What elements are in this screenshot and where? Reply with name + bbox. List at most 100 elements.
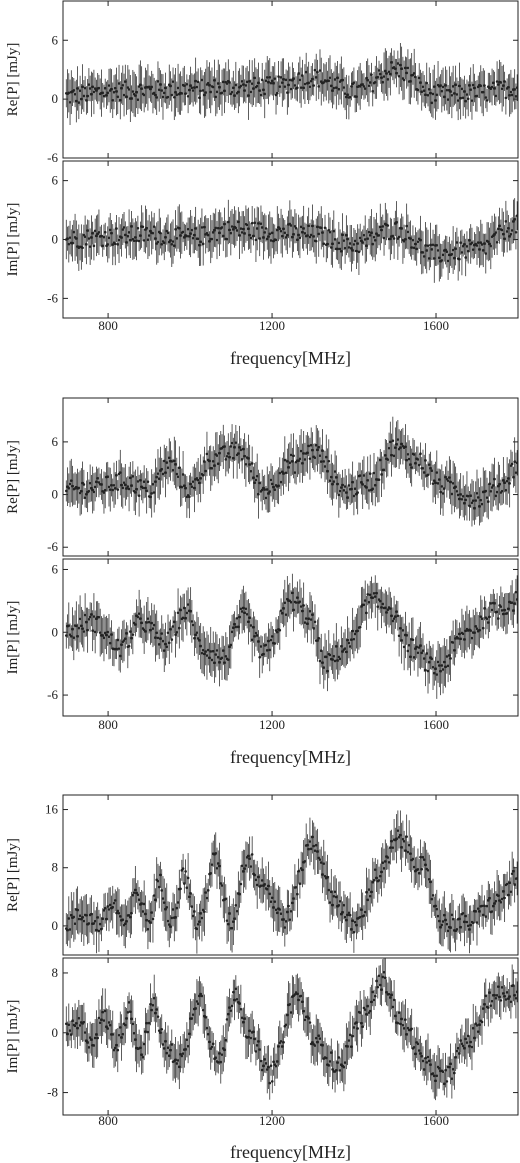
data-point bbox=[83, 235, 87, 239]
data-point bbox=[235, 229, 239, 232]
data-point bbox=[203, 910, 206, 913]
data-point bbox=[228, 912, 231, 915]
data-point bbox=[402, 645, 406, 649]
data-point bbox=[264, 79, 268, 82]
data-point bbox=[395, 610, 398, 613]
data-point bbox=[250, 82, 254, 85]
data-point bbox=[382, 867, 386, 870]
data-point bbox=[372, 235, 376, 239]
data-point bbox=[513, 994, 516, 997]
data-point bbox=[278, 85, 282, 88]
data-point bbox=[184, 616, 187, 620]
data-point bbox=[331, 903, 334, 907]
data-point bbox=[394, 67, 397, 70]
data-point bbox=[378, 874, 382, 878]
data-point bbox=[389, 846, 392, 849]
data-point bbox=[204, 469, 207, 473]
data-point bbox=[161, 639, 165, 643]
data-point bbox=[121, 1032, 125, 1036]
data-point bbox=[90, 1038, 93, 1041]
data-point bbox=[495, 80, 499, 83]
data-point bbox=[245, 612, 249, 616]
data-point bbox=[91, 231, 94, 235]
data-point bbox=[175, 472, 179, 476]
data-point bbox=[132, 1031, 136, 1035]
data-point bbox=[235, 997, 239, 1001]
data-point bbox=[483, 607, 486, 610]
data-point bbox=[140, 621, 143, 625]
data-point bbox=[66, 928, 69, 932]
data-point bbox=[322, 666, 326, 669]
data-point bbox=[454, 1055, 457, 1059]
data-point bbox=[88, 245, 92, 248]
data-point bbox=[410, 1027, 413, 1031]
data-point bbox=[399, 833, 402, 837]
data-point bbox=[470, 241, 474, 244]
data-point bbox=[259, 645, 263, 648]
data-point bbox=[329, 890, 333, 894]
data-point bbox=[460, 251, 464, 254]
data-point bbox=[68, 1029, 72, 1032]
data-point bbox=[371, 242, 375, 246]
data-point bbox=[426, 868, 430, 872]
data-point bbox=[195, 85, 199, 89]
y-tick-label: 16 bbox=[45, 802, 59, 817]
data-point bbox=[188, 495, 191, 499]
data-point bbox=[443, 660, 446, 664]
data-point bbox=[249, 1036, 253, 1040]
data-point bbox=[220, 1053, 224, 1056]
data-point bbox=[81, 627, 84, 630]
data-point bbox=[450, 913, 454, 917]
data-point bbox=[255, 227, 259, 230]
data-point bbox=[155, 1008, 159, 1011]
data-point bbox=[449, 1062, 452, 1066]
data-point bbox=[257, 222, 260, 225]
data-point bbox=[335, 895, 338, 899]
data-point bbox=[275, 91, 279, 95]
data-point bbox=[397, 74, 401, 78]
data-point bbox=[106, 475, 110, 478]
data-point bbox=[351, 249, 354, 252]
data-point bbox=[488, 991, 491, 994]
data-point bbox=[215, 649, 219, 652]
data-point bbox=[307, 224, 310, 228]
data-point bbox=[227, 220, 230, 224]
data-point bbox=[102, 94, 106, 98]
data-point bbox=[363, 910, 367, 914]
data-point bbox=[95, 1033, 98, 1036]
data-point bbox=[183, 882, 186, 885]
data-point bbox=[240, 864, 244, 868]
data-point bbox=[257, 640, 260, 643]
data-point bbox=[365, 890, 368, 894]
data-point bbox=[112, 901, 116, 905]
data-point bbox=[211, 649, 215, 653]
data-point bbox=[174, 1058, 177, 1062]
data-point bbox=[191, 914, 195, 918]
data-point bbox=[183, 236, 186, 239]
data-point bbox=[455, 93, 459, 96]
data-point bbox=[416, 88, 420, 92]
data-point bbox=[454, 83, 457, 86]
data-point bbox=[513, 460, 516, 464]
data-point bbox=[208, 239, 211, 243]
data-point bbox=[436, 249, 440, 252]
data-point bbox=[232, 228, 235, 231]
data-point bbox=[185, 611, 189, 615]
data-point bbox=[486, 899, 490, 902]
data-point bbox=[122, 481, 126, 484]
data-point bbox=[64, 1022, 68, 1026]
data-point bbox=[250, 462, 254, 465]
data-point bbox=[110, 231, 113, 235]
data-point bbox=[72, 636, 76, 639]
data-point bbox=[107, 485, 111, 489]
data-point bbox=[340, 486, 343, 489]
data-point bbox=[380, 228, 383, 232]
data-point bbox=[204, 650, 207, 653]
data-point bbox=[85, 99, 88, 102]
data-point bbox=[70, 1033, 73, 1036]
data-point bbox=[219, 1060, 223, 1064]
data-point bbox=[386, 608, 390, 611]
data-point bbox=[497, 985, 500, 988]
data-point bbox=[444, 475, 447, 479]
